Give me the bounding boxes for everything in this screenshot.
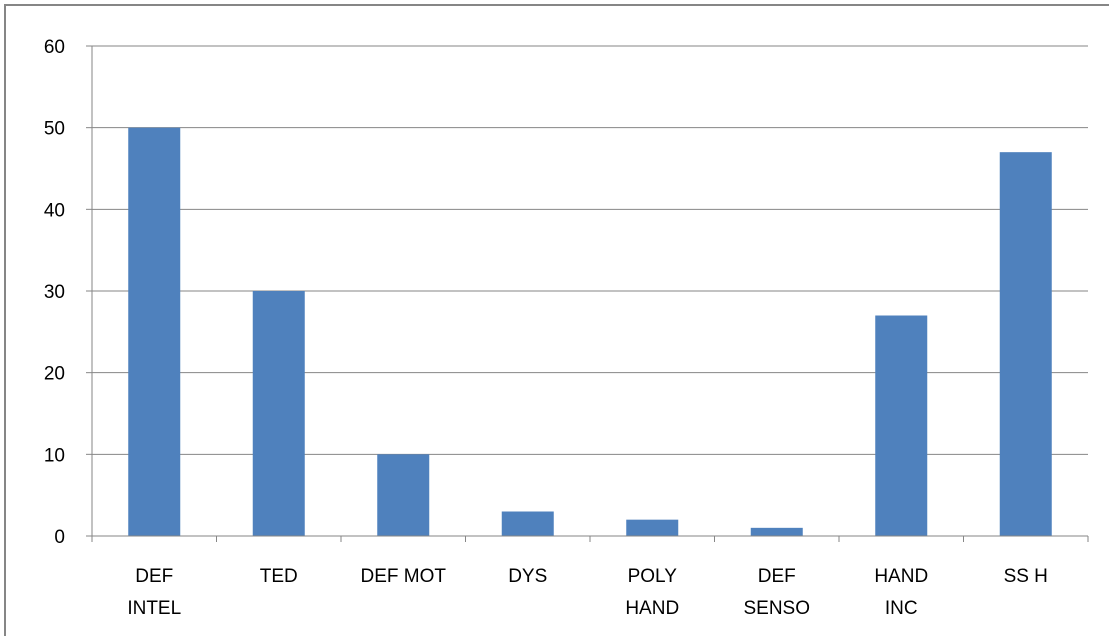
- bar: [501, 511, 554, 536]
- y-tick-label: 30: [44, 282, 65, 303]
- bar: [252, 291, 305, 536]
- bar: [377, 454, 430, 536]
- x-tick-label: HAND INC: [874, 566, 928, 619]
- x-tick-label: DEF SENSO: [743, 566, 810, 619]
- y-tick-label: 60: [44, 37, 65, 58]
- bar: [999, 152, 1052, 536]
- x-tick-label: POLY HAND: [625, 566, 679, 619]
- y-tick-label: 0: [54, 527, 65, 548]
- x-tick-label: TED: [260, 566, 298, 587]
- bar: [626, 519, 679, 536]
- x-tick-label: DEF MOT: [361, 566, 447, 587]
- x-tick-label: DEF INTEL: [127, 566, 181, 619]
- y-tick-label: 50: [44, 119, 65, 140]
- bar: [875, 315, 928, 536]
- bar: [128, 127, 181, 537]
- x-tick-label: SS H: [1004, 566, 1048, 587]
- bar: [750, 527, 803, 536]
- y-tick-label: 10: [44, 445, 65, 466]
- y-tick-label: 20: [44, 364, 65, 385]
- y-tick-label: 40: [44, 200, 65, 221]
- x-tick-label: DYS: [508, 566, 547, 587]
